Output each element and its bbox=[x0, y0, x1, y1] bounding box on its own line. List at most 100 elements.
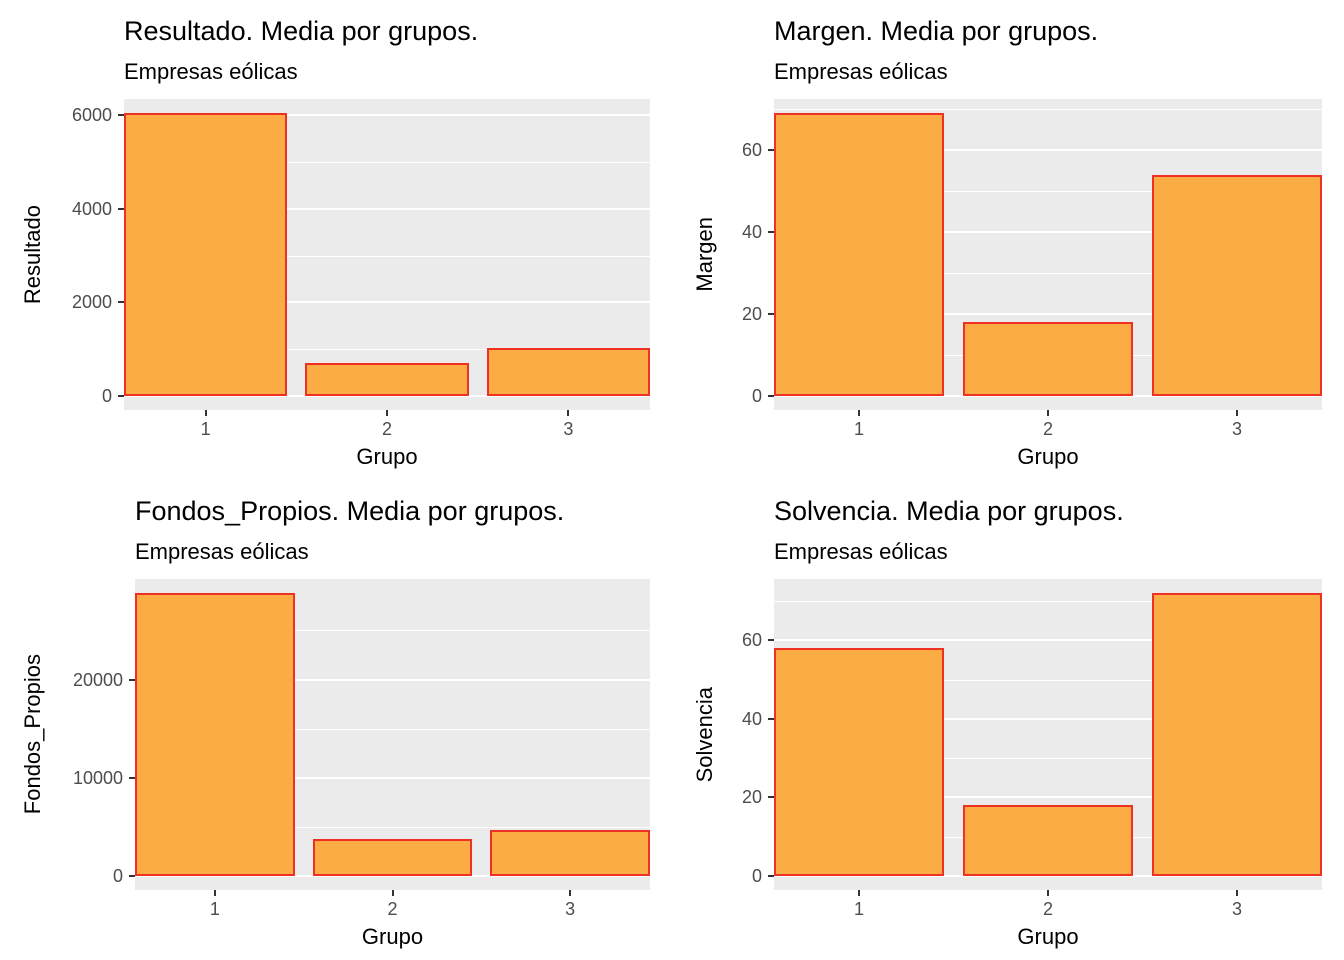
gridline-major bbox=[774, 149, 1322, 151]
y-axis-title-text: Margen bbox=[692, 217, 717, 292]
y-tick-mark bbox=[118, 114, 124, 117]
chart-title: Fondos_Propios. Media por grupos. bbox=[135, 496, 565, 526]
x-tick-mark bbox=[858, 890, 861, 896]
chart-title: Solvencia. Media por grupos. bbox=[774, 496, 1124, 526]
x-tick-mark bbox=[386, 410, 388, 416]
y-tick-label: 10000 bbox=[72, 767, 123, 788]
x-tick-label: 3 bbox=[1231, 419, 1242, 439]
bar bbox=[774, 113, 945, 396]
gridline-minor bbox=[774, 600, 1322, 602]
bar bbox=[1151, 174, 1322, 396]
x-tick-mark bbox=[1047, 890, 1049, 896]
chart-title: Resultado. Media por grupos. bbox=[124, 16, 479, 46]
gridline-major bbox=[774, 312, 1322, 315]
x-tick-mark bbox=[204, 410, 207, 416]
gridline-major bbox=[135, 874, 650, 877]
x-tick-mark bbox=[391, 890, 394, 896]
chart-solvencia: Solvencia. Media por grupos. Empresas eó… bbox=[672, 480, 1344, 960]
chart-subtitle: Empresas eólicas bbox=[774, 59, 948, 84]
y-tick-label: 20 bbox=[741, 303, 762, 324]
chart-margen: Margen. Media por grupos. Empresas eólic… bbox=[672, 0, 1344, 480]
x-tick-label: 2 bbox=[1042, 899, 1054, 919]
y-tick-label: 40 bbox=[741, 708, 762, 729]
gridline-major bbox=[135, 776, 650, 779]
y-axis-title-text: Fondos_Propios bbox=[20, 654, 45, 815]
x-tick-label: 2 bbox=[387, 899, 398, 919]
gridline-major bbox=[774, 717, 1322, 720]
bar bbox=[312, 838, 473, 876]
y-tick-label: 4000 bbox=[71, 198, 112, 219]
gridline-major bbox=[774, 394, 1322, 397]
gridline-minor bbox=[124, 162, 650, 164]
y-tick-mark bbox=[768, 717, 774, 720]
bar bbox=[962, 805, 1134, 876]
y-tick-label: 60 bbox=[741, 630, 762, 651]
y-axis-title-text: Resultado bbox=[20, 204, 45, 305]
x-axis-ticks: 1 2 3 bbox=[124, 410, 650, 442]
x-tick-label: 3 bbox=[565, 899, 576, 919]
gridline-minor bbox=[774, 758, 1322, 760]
y-tick-mark bbox=[129, 678, 135, 681]
y-tick-label: 20 bbox=[741, 787, 762, 808]
x-tick-label: 3 bbox=[1231, 899, 1242, 919]
x-tick-label: 1 bbox=[200, 419, 211, 439]
y-axis-ticks: 0 20 40 60 bbox=[730, 99, 774, 410]
bar bbox=[490, 829, 650, 876]
y-tick-label: 0 bbox=[112, 865, 123, 886]
y-tick-label: 2000 bbox=[71, 292, 112, 313]
y-tick-mark bbox=[118, 394, 124, 397]
x-tick-mark bbox=[858, 410, 861, 416]
y-tick-mark bbox=[768, 230, 774, 233]
gridline-major bbox=[124, 207, 650, 210]
bar bbox=[962, 322, 1134, 396]
y-axis-ticks: 0 20 40 60 bbox=[730, 579, 774, 890]
gridline-minor bbox=[135, 630, 650, 632]
x-axis-title: Grupo bbox=[356, 444, 418, 469]
gridline-major bbox=[124, 301, 650, 304]
chart-title: Margen. Media por grupos. bbox=[774, 16, 1099, 46]
x-tick-mark bbox=[567, 410, 570, 416]
y-tick-label: 20000 bbox=[72, 669, 123, 690]
x-tick-label: 1 bbox=[209, 899, 220, 919]
y-tick-mark bbox=[129, 874, 135, 877]
y-tick-mark bbox=[129, 776, 135, 779]
panel bbox=[774, 579, 1322, 890]
gridline-major bbox=[774, 639, 1322, 642]
x-tick-mark bbox=[1047, 410, 1049, 416]
y-tick-mark bbox=[768, 874, 774, 877]
y-axis-ticks: 0 2000 4000 6000 bbox=[58, 99, 124, 410]
gridline-minor bbox=[135, 826, 650, 828]
x-tick-label: 1 bbox=[854, 419, 865, 439]
x-tick-label: 2 bbox=[381, 419, 393, 439]
gridline-major bbox=[774, 874, 1322, 877]
y-tick-mark bbox=[768, 639, 774, 642]
y-axis-title: Resultado bbox=[8, 99, 58, 410]
x-tick-label: 1 bbox=[854, 899, 865, 919]
y-axis-title: Fondos_Propios bbox=[8, 579, 58, 890]
x-tick-label: 3 bbox=[563, 419, 574, 439]
x-tick-label: 2 bbox=[1042, 419, 1054, 439]
y-tick-label: 6000 bbox=[71, 105, 112, 126]
panel bbox=[124, 99, 650, 410]
y-tick-mark bbox=[768, 312, 774, 315]
gridline-minor bbox=[774, 190, 1322, 192]
gridline-minor bbox=[774, 679, 1322, 681]
chart-subtitle: Empresas eólicas bbox=[124, 59, 298, 84]
x-axis-ticks: 1 2 3 bbox=[774, 410, 1322, 442]
y-tick-mark bbox=[768, 394, 774, 397]
bar bbox=[1151, 593, 1322, 876]
panel bbox=[135, 579, 650, 890]
y-tick-label: 0 bbox=[751, 865, 762, 886]
x-tick-mark bbox=[213, 890, 216, 896]
x-tick-mark bbox=[1235, 410, 1238, 416]
gridline-minor bbox=[124, 255, 650, 257]
x-tick-mark bbox=[1235, 890, 1238, 896]
gridline-minor bbox=[774, 272, 1322, 274]
gridline-major bbox=[124, 394, 650, 397]
y-axis-title: Margen bbox=[680, 99, 730, 410]
gridline-major bbox=[774, 230, 1322, 233]
chart-subtitle: Empresas eólicas bbox=[774, 539, 948, 564]
gridline-major bbox=[135, 678, 650, 681]
gridline-major bbox=[774, 796, 1322, 799]
